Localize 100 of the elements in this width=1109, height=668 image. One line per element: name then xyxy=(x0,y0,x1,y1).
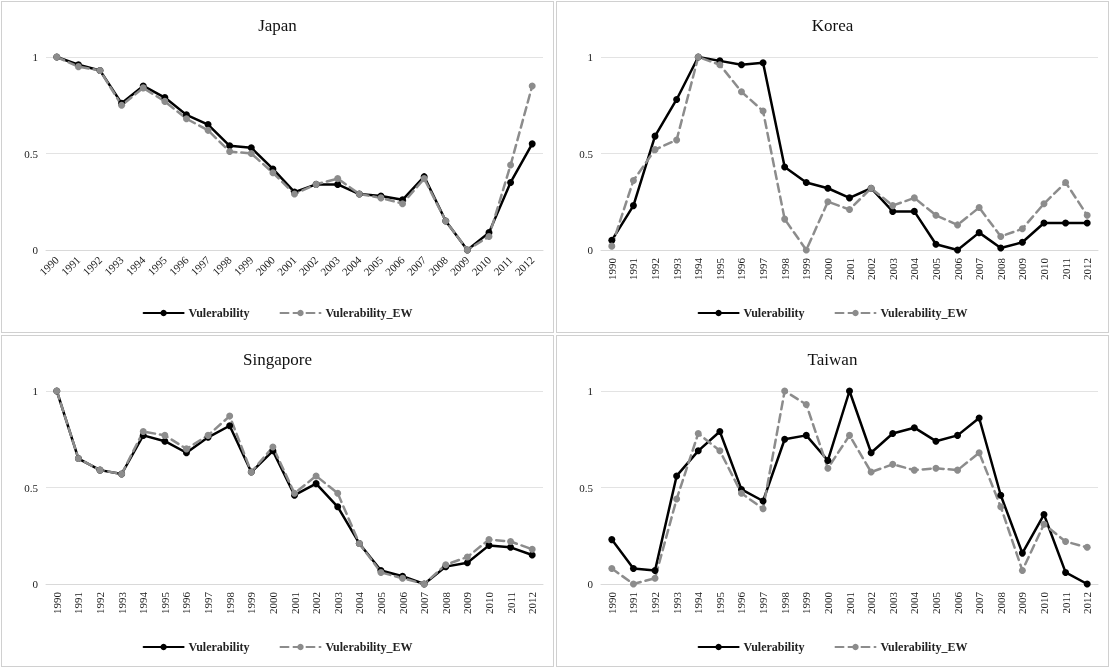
point xyxy=(802,178,810,186)
point xyxy=(975,449,983,457)
x-tick-label: 1992 xyxy=(80,253,105,278)
point xyxy=(954,246,962,254)
point xyxy=(997,503,1005,511)
x-tick-label: 1997 xyxy=(757,257,770,280)
point xyxy=(975,204,983,212)
x-tick-label: 2001 xyxy=(843,258,856,280)
point xyxy=(1062,219,1070,227)
x-tick-label: 2005 xyxy=(374,591,387,614)
x-tick-label: 2007 xyxy=(418,591,431,614)
x-tick-label: 2012 xyxy=(526,592,539,614)
x-tick-label: 2006 xyxy=(951,257,964,280)
y-tick-label: 0 xyxy=(587,244,594,256)
point xyxy=(781,163,789,171)
legend-label: Vulerability xyxy=(743,640,805,654)
point xyxy=(204,121,212,129)
point xyxy=(1083,211,1091,219)
point xyxy=(334,180,342,188)
point xyxy=(997,491,1005,499)
x-tick-label: 2007 xyxy=(973,591,986,614)
point xyxy=(334,503,342,511)
x-tick-label: 2001 xyxy=(843,592,856,614)
x-tick-label: 1995 xyxy=(158,591,171,614)
x-tick-label: 1999 xyxy=(245,591,258,614)
x-tick-label: 2009 xyxy=(461,591,474,614)
point xyxy=(954,466,962,474)
point xyxy=(997,244,1005,252)
x-tick-label: 2003 xyxy=(886,591,899,614)
point xyxy=(463,553,471,561)
x-tick-label: 2004 xyxy=(353,591,366,614)
point xyxy=(954,221,962,229)
x-tick-label: 2003 xyxy=(886,257,899,280)
point xyxy=(651,574,659,582)
x-tick-label: 1990 xyxy=(605,591,618,614)
point xyxy=(997,232,1005,240)
x-tick-label: 2006 xyxy=(396,591,409,614)
point xyxy=(269,169,277,177)
x-tick-label: 2011 xyxy=(504,592,517,614)
point xyxy=(226,412,234,420)
legend-label: Vulerability xyxy=(743,306,805,320)
point xyxy=(802,401,810,409)
x-tick-label: 1996 xyxy=(735,591,748,614)
point xyxy=(954,431,962,439)
point xyxy=(716,428,724,436)
x-tick-label: 2004 xyxy=(908,257,921,280)
x-tick-label: 1994 xyxy=(692,257,705,280)
point xyxy=(932,240,940,248)
point xyxy=(182,115,190,123)
y-tick-label: 1 xyxy=(32,51,38,63)
chart-title: Japan xyxy=(258,16,298,35)
x-tick-label: 1991 xyxy=(627,258,640,280)
x-tick-label: 1993 xyxy=(670,257,683,280)
point xyxy=(182,445,190,453)
x-tick-label: 1998 xyxy=(778,257,791,280)
point xyxy=(910,207,918,215)
point xyxy=(629,202,637,210)
x-tick-label: 1991 xyxy=(627,592,640,614)
point xyxy=(846,431,853,439)
x-tick-label: 2000 xyxy=(821,591,834,614)
point xyxy=(1040,200,1048,208)
chart-title: Korea xyxy=(811,16,854,35)
point xyxy=(1018,225,1026,233)
x-tick-label: 2001 xyxy=(288,592,301,614)
point xyxy=(737,61,745,69)
point xyxy=(226,422,234,430)
point xyxy=(1062,538,1070,546)
x-tick-label: 1996 xyxy=(180,591,193,614)
point xyxy=(867,449,875,457)
point xyxy=(802,431,810,439)
point xyxy=(932,464,940,472)
x-tick-label: 2010 xyxy=(1037,257,1050,280)
point xyxy=(910,194,918,202)
x-tick-label: 2000 xyxy=(821,257,834,280)
y-tick-label: 0 xyxy=(587,578,594,590)
y-tick-label: 0 xyxy=(32,578,39,590)
x-tick-label: 1993 xyxy=(670,591,683,614)
y-tick-label: 0.5 xyxy=(579,481,594,494)
point xyxy=(975,229,983,237)
legend-label: Vulerability_EW xyxy=(325,640,413,654)
point xyxy=(802,246,810,254)
legend-label: Vulerability_EW xyxy=(325,306,413,320)
point xyxy=(694,447,702,455)
x-tick-label: 2012 xyxy=(1081,258,1094,280)
point xyxy=(759,59,767,67)
x-tick-label: 1999 xyxy=(800,257,813,280)
x-tick-label: 2004 xyxy=(908,591,921,614)
point xyxy=(824,456,832,464)
x-tick-label: 1995 xyxy=(713,591,726,614)
point xyxy=(334,489,342,497)
chart-title: Singapore xyxy=(243,350,312,369)
point xyxy=(1018,238,1026,246)
point xyxy=(651,566,659,574)
point xyxy=(629,565,637,573)
x-tick-label: 1992 xyxy=(649,258,662,280)
legend-label: Vulerability xyxy=(188,306,250,320)
point xyxy=(608,536,616,544)
point xyxy=(910,424,918,432)
point xyxy=(781,435,789,443)
x-tick-label: 1998 xyxy=(778,591,791,614)
